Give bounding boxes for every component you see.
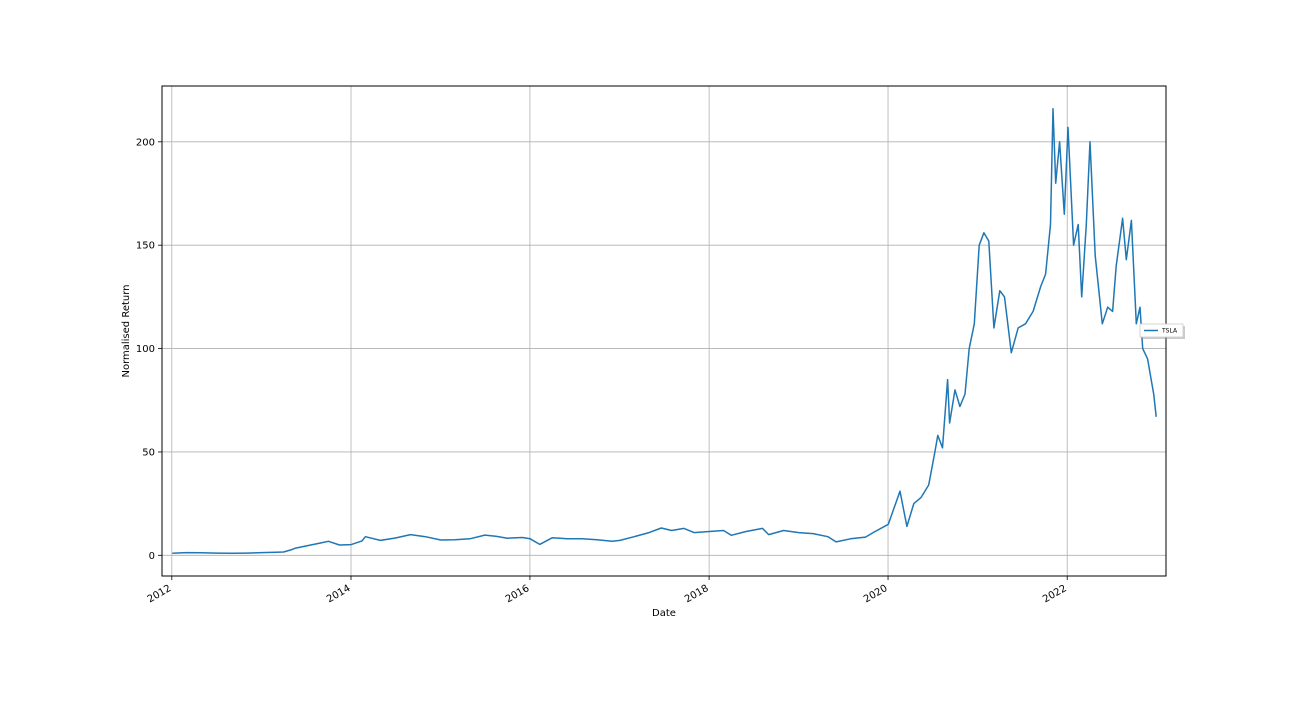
series-line-tsla (172, 107, 1157, 555)
y-tick-label-100: 100 (136, 344, 155, 355)
series-layer (172, 107, 1157, 555)
x-axis-label: Date (652, 608, 676, 619)
legend-label-tsla: TSLA (1161, 328, 1178, 335)
y-axis-label: Normalised Return (121, 284, 132, 377)
y-tick-label-0: 0 (149, 551, 155, 562)
legend-box (1139, 323, 1184, 338)
y-tick-label-150: 150 (136, 241, 155, 252)
y-tick-label-50: 50 (142, 447, 155, 458)
y-axis-ticks: 0 50 100 150 200 (136, 137, 162, 562)
y-tick-label-200: 200 (136, 137, 155, 148)
grid-lines (162, 86, 1166, 576)
legend: TSLA (1139, 323, 1185, 339)
